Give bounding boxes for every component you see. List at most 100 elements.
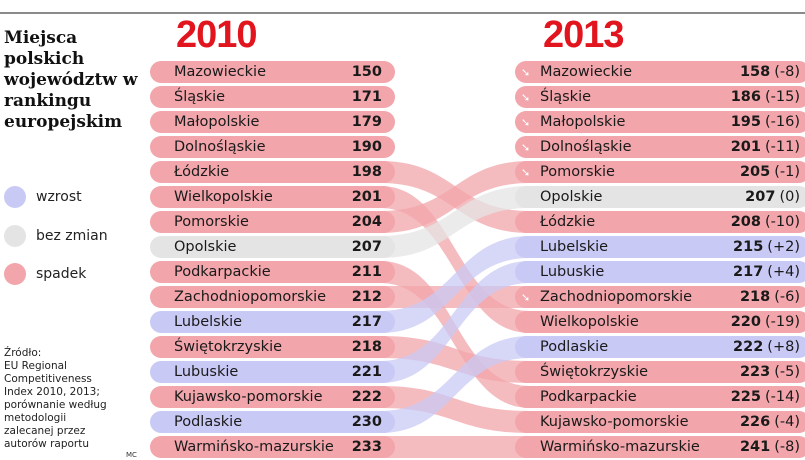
region-name: Pomorskie <box>540 164 615 180</box>
rank-value: 223 <box>739 364 771 380</box>
rank-value: 212 <box>351 289 382 305</box>
rank-value: 222 <box>733 339 764 355</box>
row-2013-Lubelskie: Lubelskie 215 (+2) <box>515 236 805 258</box>
row-2010-Świętokrzyskie: Świętokrzyskie 218 <box>150 336 395 358</box>
source-line: porównanie według <box>4 399 107 411</box>
source-line: zalecanej przez <box>4 425 86 437</box>
rank-value: 171 <box>351 89 382 105</box>
row-2013-Mazowieckie: ➘ Mazowieckie 158 (-8) <box>515 61 805 83</box>
region-name: Warmińsko-mazurskie <box>540 439 700 455</box>
rank-value: 225 <box>730 389 761 405</box>
row-2013-Śląskie: ➘ Śląskie 186 (-15) <box>515 86 805 108</box>
region-name: Lubelskie <box>174 314 243 330</box>
region-name: Mazowieckie <box>540 64 633 80</box>
region-name: Dolnośląskie <box>174 139 266 155</box>
row-2010-Lubelskie: Lubelskie 217 <box>150 311 395 333</box>
row-2010-Śląskie: Śląskie 171 <box>150 86 395 108</box>
row-2010-Małopolskie: Małopolskie 179 <box>150 111 395 133</box>
source-note: Źródło: EU Regional Competitiveness Index 2… <box>4 347 107 451</box>
rank-change: (-8) <box>774 64 800 80</box>
rank-value: 220 <box>730 314 761 330</box>
region-name: Małopolskie <box>174 114 260 130</box>
rank-value: 221 <box>351 364 382 380</box>
ribbon-Warmińsko-mazurskie <box>380 436 530 458</box>
ribbon-Podkarpackie <box>380 261 530 408</box>
region-name: Podkarpackie <box>540 389 637 405</box>
source-line: metodologii <box>4 412 67 424</box>
rank-change: (-4) <box>774 414 800 430</box>
rank-value: 198 <box>351 164 382 180</box>
rank-value: 201 <box>351 189 382 205</box>
down-arrow-icon: ➘ <box>521 291 531 304</box>
region-name: Dolnośląskie <box>540 139 632 155</box>
rank-change: (+2) <box>767 239 800 255</box>
rank-value: 208 <box>730 214 761 230</box>
region-name: Łódzkie <box>174 164 230 180</box>
ribbon-Podlaskie <box>380 336 530 433</box>
row-2010-Kujawsko-pomorskie: Kujawsko-pomorskie 222 <box>150 386 395 408</box>
rank-value: 158 <box>739 64 771 80</box>
region-name: Świętokrzyskie <box>540 364 649 380</box>
rank-change: (-1) <box>774 164 800 180</box>
region-name: Warmińsko-mazurskie <box>174 439 334 455</box>
author-initials: MC <box>126 451 137 459</box>
row-2013-Opolskie: Opolskie 207 (0) <box>515 186 805 208</box>
region-name: Lubuskie <box>540 264 605 280</box>
rank-value: 215 <box>733 239 764 255</box>
region-name: Świętokrzyskie <box>174 339 283 355</box>
row-2013-Lubuskie: Lubuskie 217 (+4) <box>515 261 805 283</box>
region-name: Łódzkie <box>540 214 596 230</box>
source-line: autorów raportu <box>4 438 89 450</box>
source-line: Źródło: <box>4 347 42 359</box>
ribbon-Opolskie <box>380 186 530 258</box>
row-2013-Małopolskie: ➘ Małopolskie 195 (-16) <box>515 111 805 133</box>
row-2013-Dolnośląskie: ➘ Dolnośląskie 201 (-11) <box>515 136 805 158</box>
ribbon-Kujawsko-pomorskie <box>380 386 530 433</box>
region-name: Kujawsko-pomorskie <box>174 389 323 405</box>
source-line: Competitiveness <box>4 373 92 385</box>
rank-change: (-16) <box>765 114 800 130</box>
rank-change: (0) <box>779 189 800 205</box>
region-name: Lubelskie <box>540 239 609 255</box>
region-name: Lubuskie <box>174 364 239 380</box>
rank-value: 150 <box>351 64 382 80</box>
rank-value: 241 <box>739 439 771 455</box>
rank-change: (-6) <box>774 289 800 305</box>
region-name: Kujawsko-pomorskie <box>540 414 689 430</box>
rank-value: 218 <box>351 339 382 355</box>
rank-value: 218 <box>739 289 771 305</box>
region-name: Opolskie <box>540 189 603 205</box>
rank-value: 195 <box>730 114 761 130</box>
row-2013-Warmińsko-mazurskie: Warmińsko-mazurskie 241 (-8) <box>515 436 805 458</box>
row-2010-Mazowieckie: Mazowieckie 150 <box>150 61 395 83</box>
ribbon-Wielkopolskie <box>380 186 530 333</box>
region-name: Śląskie <box>540 89 592 105</box>
rank-value: 201 <box>730 139 761 155</box>
row-2010-Łódzkie: Łódzkie 198 <box>150 161 395 183</box>
rank-value: 179 <box>351 114 382 130</box>
region-name: Mazowieckie <box>174 64 267 80</box>
rank-value: 217 <box>351 314 382 330</box>
rank-value: 230 <box>351 414 382 430</box>
region-name: Wielkopolskie <box>174 189 273 205</box>
legend-dot-wzrost <box>4 186 26 208</box>
legend-bez-zmian: bez zmian <box>4 225 108 247</box>
row-2010-Lubuskie: Lubuskie 221 <box>150 361 395 383</box>
row-2010-Dolnośląskie: Dolnośląskie 190 <box>150 136 395 158</box>
region-name: Podlaskie <box>540 339 609 355</box>
row-2013-Wielkopolskie: Wielkopolskie 220 (-19) <box>515 311 805 333</box>
rank-change: (-5) <box>774 364 800 380</box>
legend-dot-spadek <box>4 263 26 285</box>
row-2013-Zachodniopomorskie: ➘ Zachodniopomorskie 218 (-6) <box>515 286 805 308</box>
source-line: Index 2010, 2013; <box>4 386 100 398</box>
source-line: EU Regional <box>4 360 67 372</box>
rank-value: 186 <box>730 89 761 105</box>
rank-change: (-8) <box>774 439 800 455</box>
region-name: Podkarpackie <box>174 264 271 280</box>
rank-change: (-10) <box>765 214 800 230</box>
rank-value: 190 <box>351 139 382 155</box>
rank-value: 204 <box>351 214 382 230</box>
row-2010-Podkarpackie: Podkarpackie 211 <box>150 261 395 283</box>
year-2013-heading: 2013 <box>543 14 625 56</box>
